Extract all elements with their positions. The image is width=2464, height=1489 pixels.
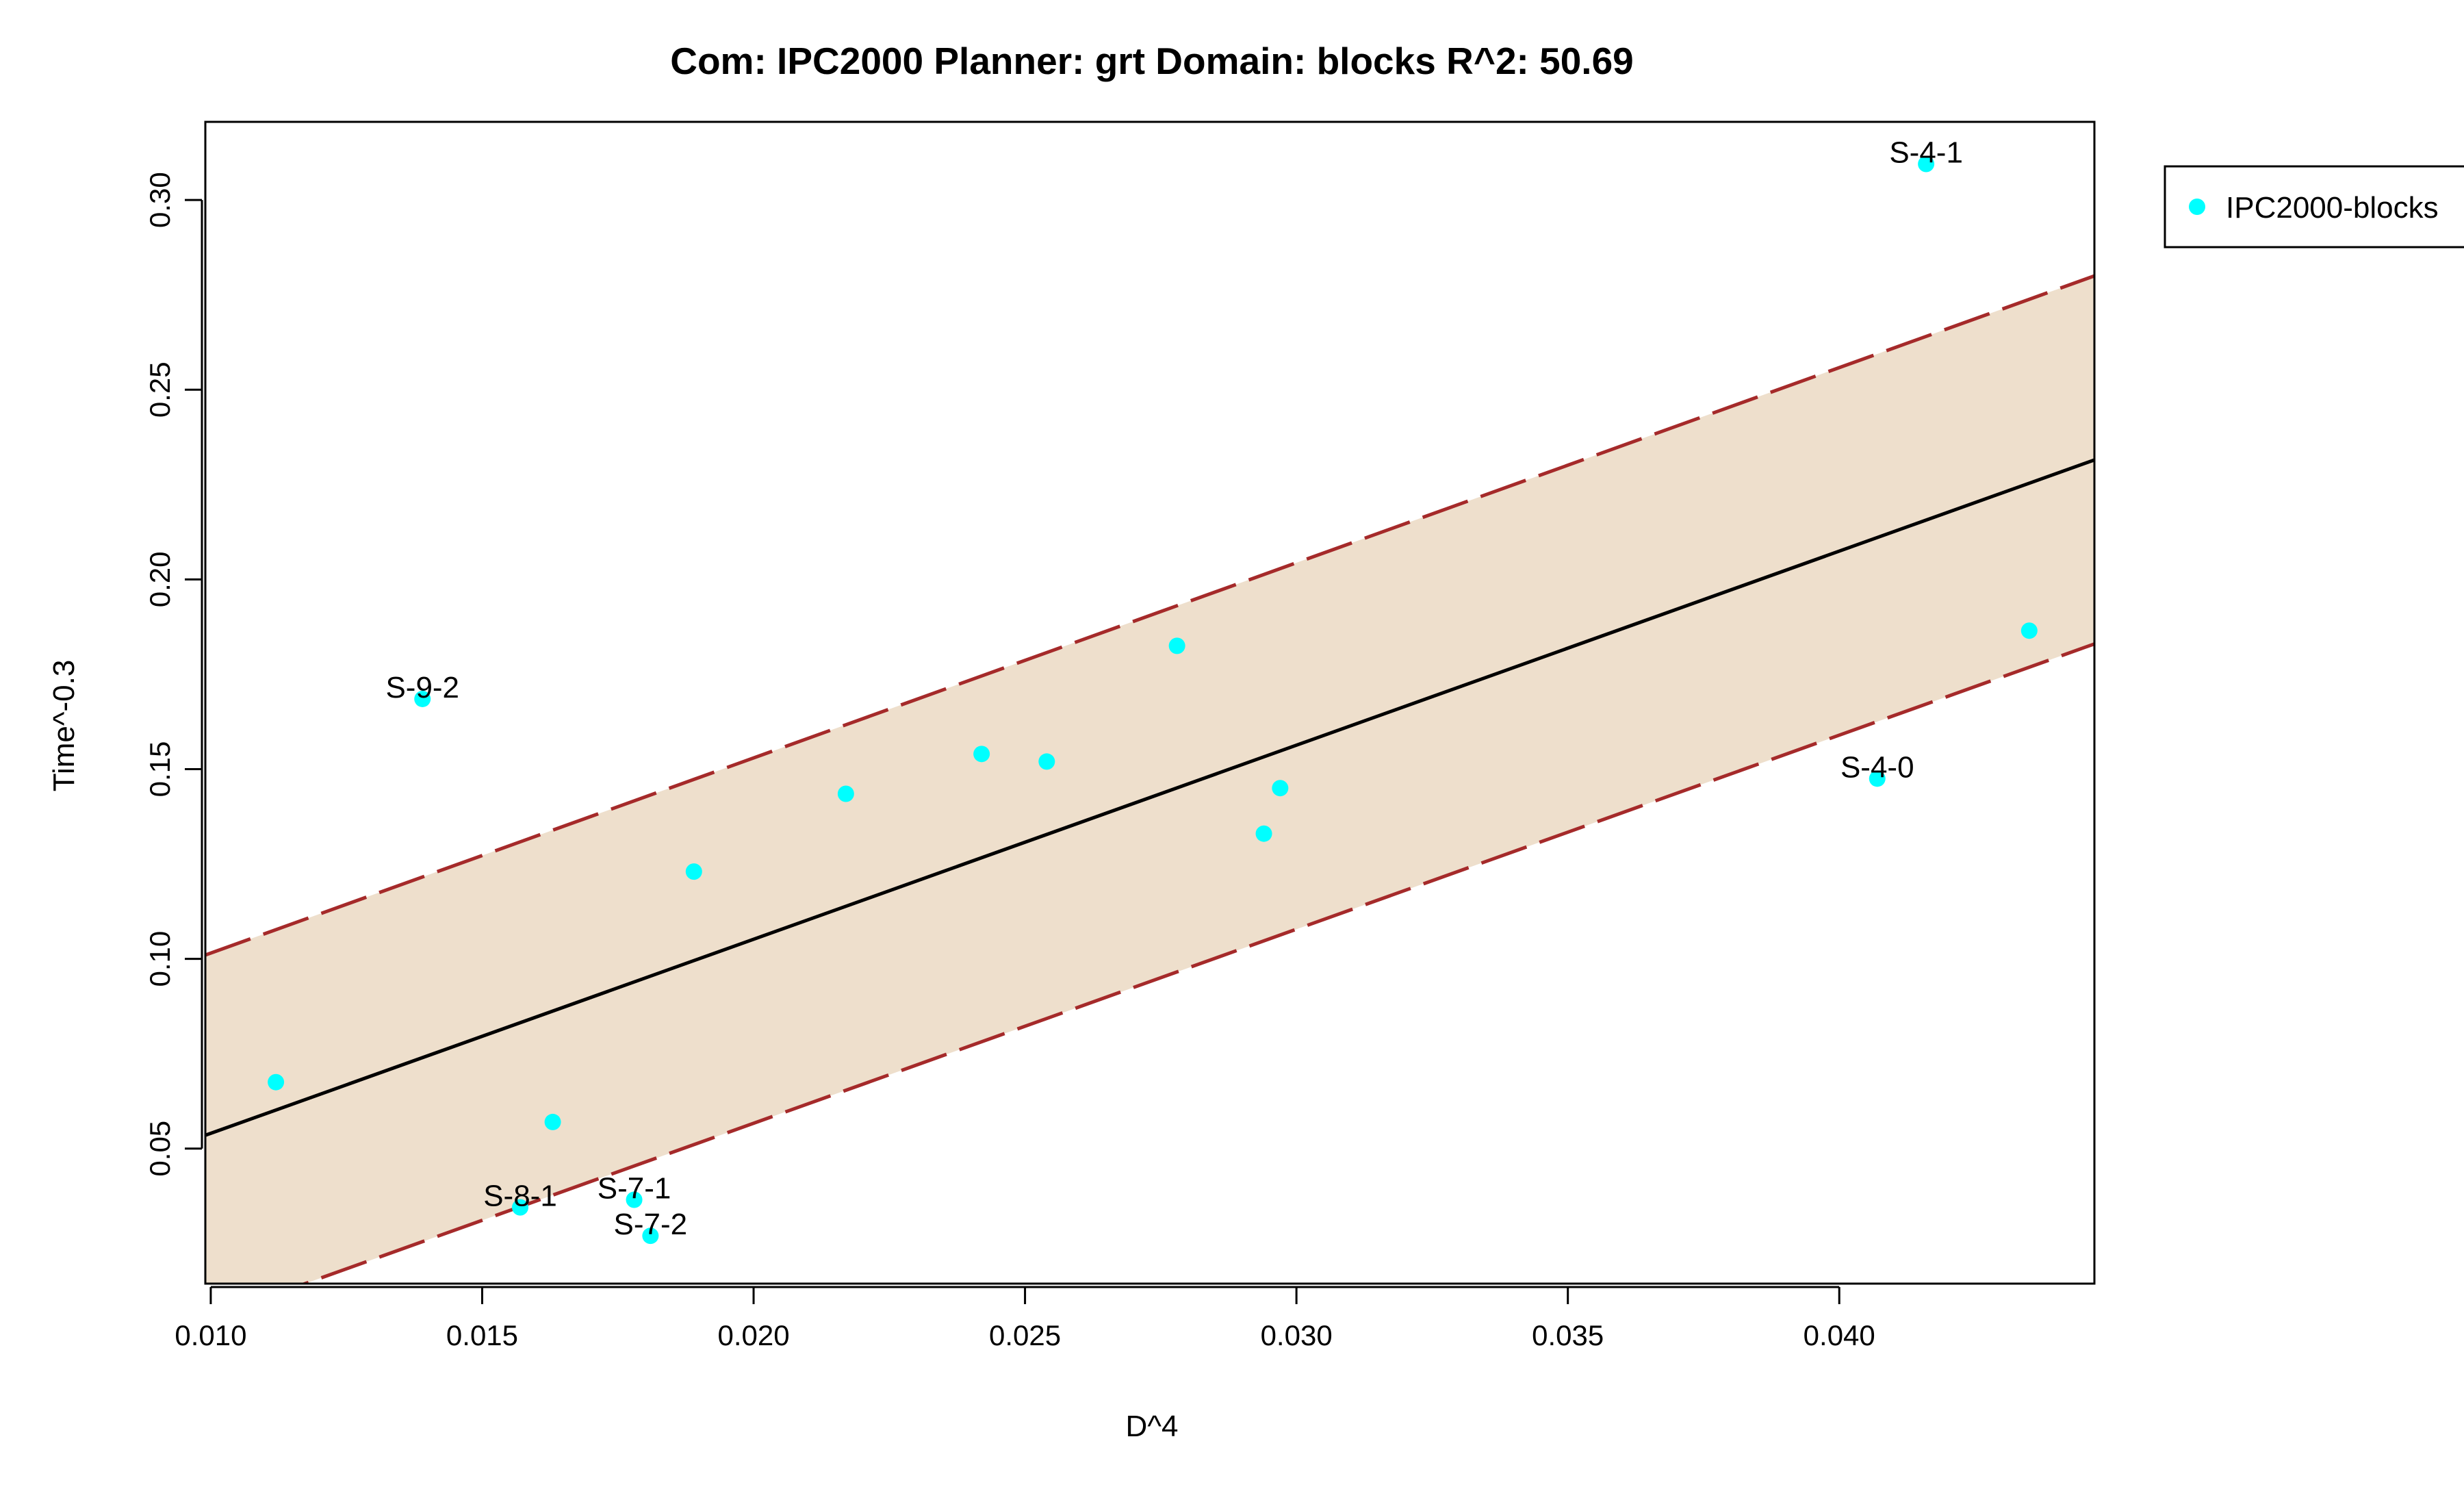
chart-title: Com: IPC2000 Planner: grt Domain: blocks… [670,40,1634,82]
y-tick-label: 0.15 [144,741,176,798]
x-tick-label: 0.010 [175,1319,246,1351]
data-point [626,1191,643,1208]
y-tick-label: 0.05 [144,1121,176,1177]
legend: IPC2000-blocks [2164,165,2464,249]
x-tick-label: 0.030 [1261,1319,1333,1351]
legend-label: IPC2000-blocks [2226,191,2439,225]
y-tick-label: 0.10 [144,931,176,987]
y-tick-label: 0.30 [144,172,176,228]
x-tick-label: 0.025 [989,1319,1061,1351]
data-point [544,1113,561,1130]
data-point [2020,622,2038,639]
data-points [268,155,2038,1245]
y-axis-label: Time^-0.3 [47,660,81,792]
data-point [642,1227,659,1245]
data-point [1168,637,1185,654]
y-axis: 0.05 0.10 0.15 0.20 0.25 0.30 [144,172,203,1177]
point-label: S-7-1 [598,1172,671,1206]
x-axis: 0.010 0.015 0.020 0.025 0.030 0.035 0.040 [175,1286,1875,1351]
data-point [1918,155,1935,173]
x-tick-label: 0.015 [446,1319,518,1351]
data-point [837,785,854,802]
legend-box [2164,165,2464,249]
point-labels: S-9-2 S-8-1 S-7-1S-7-2 S-4-0 S-4-1 [385,136,1962,1242]
x-axis-label: D^4 [1126,1410,1179,1443]
point-label: S-4-0 [1840,750,1914,784]
upper-bound-line [205,274,2094,957]
data-point [1272,780,1289,797]
data-point [1255,825,1272,842]
data-point [973,746,990,763]
y-tick-label: 0.20 [144,552,176,608]
point-label: S-9-2 [385,671,459,704]
data-point [268,1073,285,1091]
x-tick-label: 0.040 [1804,1319,1875,1351]
point-label: S-4-1 [1889,136,1963,170]
plot-area: S-9-2 S-8-1 S-7-1S-7-2 S-4-0 S-4-1 [205,136,2094,1284]
data-point [512,1199,528,1216]
data-point [1038,753,1055,770]
x-tick-label: 0.020 [717,1319,789,1351]
point-label: S-8-1 [483,1180,557,1213]
data-point [1869,770,1886,787]
plot-frame [204,120,2096,1285]
regression-line [205,458,2094,1137]
y-tick-label: 0.25 [144,361,176,418]
point-label: S-7-2 [614,1208,688,1241]
x-tick-label: 0.035 [1532,1319,1604,1351]
data-point [685,863,702,880]
data-point [414,690,431,707]
prediction-band [205,276,2094,1284]
legend-marker [2189,199,2205,215]
